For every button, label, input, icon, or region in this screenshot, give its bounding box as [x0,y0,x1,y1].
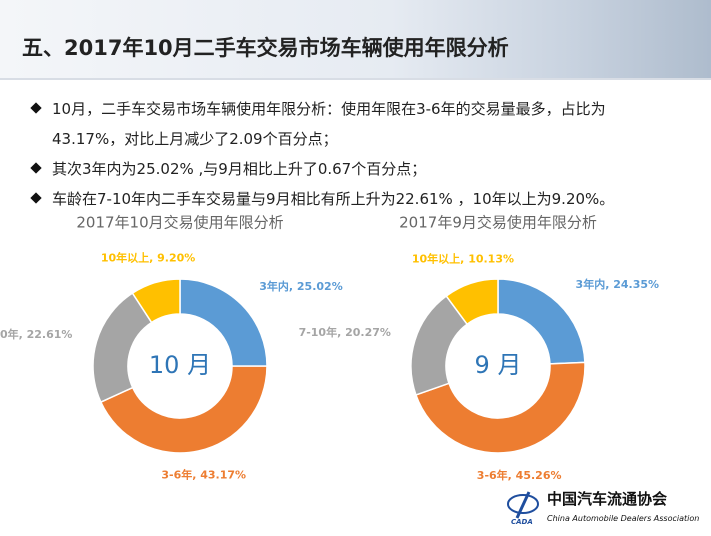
donut-segment [131,278,181,324]
logo: CADA 中国汽车流通协会 China Automobile Dealers A… [507,490,699,526]
donut-segment [445,278,499,326]
logo-mark [507,494,539,514]
bullet-list: 10月，二手车交易市场车辆使用年限分析：使用年限在3-6年的交易量最多，占比为4… [30,94,670,214]
chart-title: 2017年10月交易使用年限分析 [76,214,283,232]
header-title: 五、2017年10月二手车交易市场车辆使用年限分析 [22,36,509,60]
logo-name: 中国汽车流通协会 [547,490,667,508]
data-label: 7-10年, 22.61% [0,327,72,341]
donut-segment [414,361,586,454]
center-label: 9 月 [475,351,522,379]
logo-mark [515,491,531,519]
bullet-text: 10月，二手车交易市场车辆使用年限分析：使用年限在3-6年的交易量最多，占比为4… [52,100,606,148]
bullet-text: 车龄在7-10年内二手车交易量与9月相比有所上升为22.61% ，10年以上为9… [52,190,615,208]
bullet: 车龄在7-10年内二手车交易量与9月相比有所上升为22.61% ，10年以上为9… [30,184,670,214]
chart-title: 2017年9月交易使用年限分析 [399,214,597,232]
data-label: 3-6年, 45.26% [477,468,562,482]
donut-segment [99,365,268,454]
data-label: 3年内, 24.35% [576,277,659,291]
data-label: 3年内, 25.02% [259,279,342,293]
bullet: 其次3年内为25.02% ,与9月相比上升了0.67个百分点； [30,154,670,184]
data-label: 10年以上, 10.13% [412,252,514,266]
logo-subname: China Automobile Dealers Association [547,514,699,523]
logo-abbr: CADA [511,518,533,526]
data-label: 7-10年, 20.27% [299,325,391,339]
header: 五、2017年10月二手车交易市场车辆使用年限分析 [0,0,711,80]
bullet-text: 其次3年内为25.02% ,与9月相比上升了0.67个百分点； [52,160,427,178]
data-label: 10年以上, 9.20% [101,251,195,265]
bullet: 10月，二手车交易市场车辆使用年限分析：使用年限在3-6年的交易量最多，占比为4… [30,94,670,154]
data-label: 3-6年, 43.17% [161,467,246,481]
center-label: 10 月 [149,351,211,379]
